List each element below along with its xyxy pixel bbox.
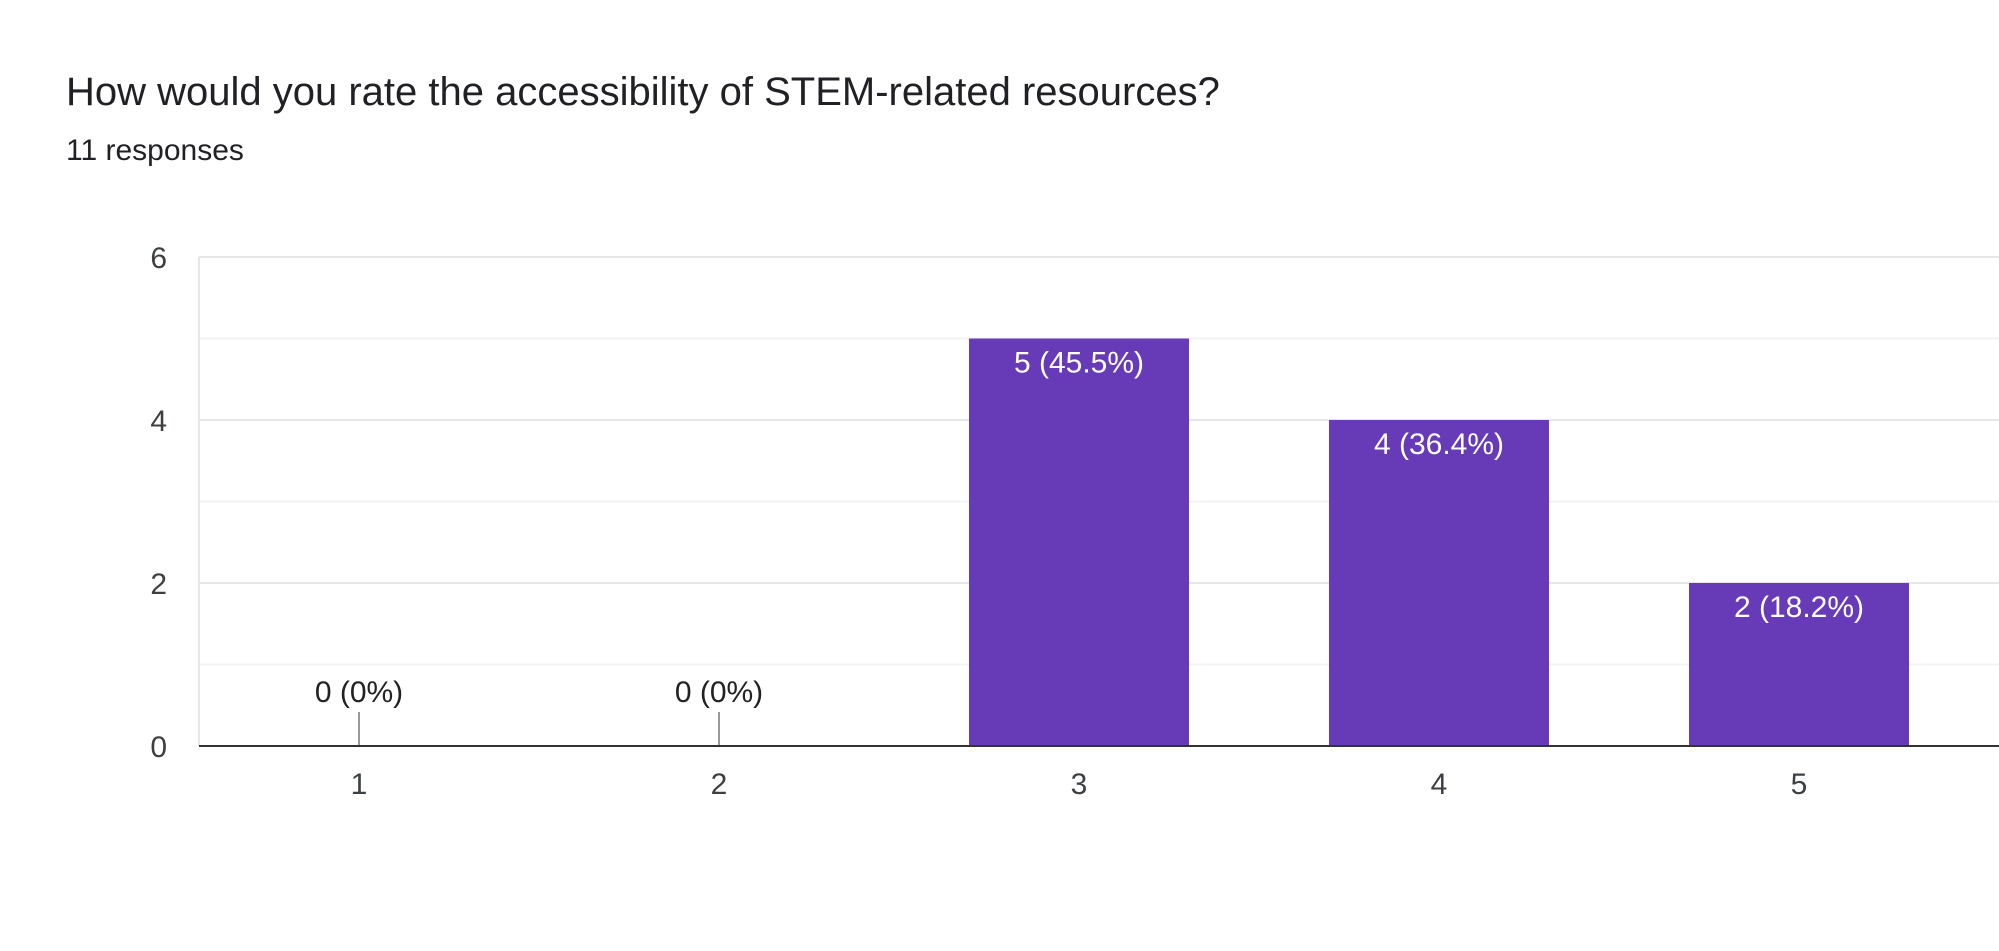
bar-data-label: 0 (0%) [675,676,763,709]
bar[interactable] [1689,583,1909,746]
labels: 0 2 4 6 0 (0%) 1 0 (0%) 2 5 (45.5%) 3 4 (36.4%) 4 2 … [150,242,1864,801]
x-tick-label: 1 [351,768,368,801]
bar-data-label: 4 (36.4%) [1374,428,1504,461]
x-tick-label: 5 [1791,768,1808,801]
x-tick-label: 3 [1071,768,1088,801]
x-tick-label: 2 [711,768,728,801]
bar[interactable] [969,338,1189,747]
bar-data-label: 2 (18.2%) [1734,591,1864,624]
x-tick-label: 4 [1431,768,1448,801]
bar-data-label: 0 (0%) [315,676,403,709]
chart-title: How would you rate the accessibility of … [66,70,1220,114]
response-count: 11 responses [66,134,244,167]
bar-data-label: 5 (45.5%) [1014,347,1144,380]
y-tick-label: 2 [150,568,167,601]
y-tick-label: 0 [150,731,167,764]
bars [358,338,1909,747]
bar[interactable] [1329,420,1549,746]
axes [198,257,1999,747]
y-tick-label: 4 [150,405,167,438]
y-tick-label: 6 [150,242,167,275]
